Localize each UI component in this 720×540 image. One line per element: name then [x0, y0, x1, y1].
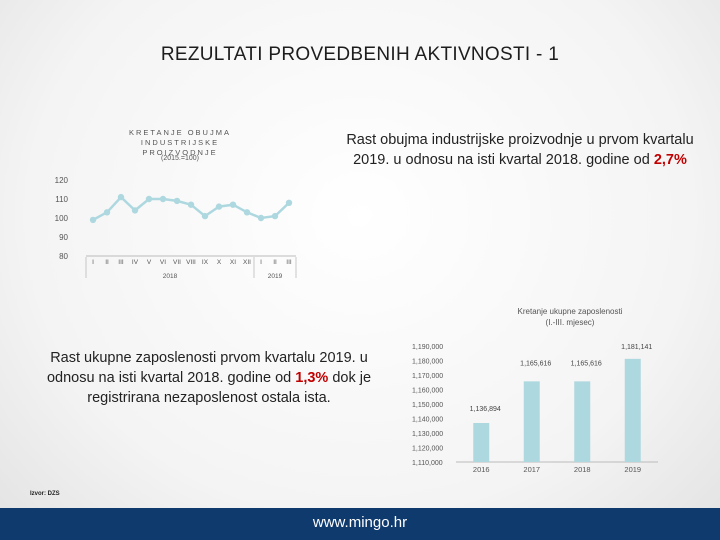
data-point: [285, 199, 293, 206]
x-tick-label: VII: [173, 259, 181, 266]
y-tick-label: 110: [55, 195, 68, 204]
bar: [624, 358, 641, 462]
footer-bar: www.mingo.hr: [0, 508, 720, 540]
data-point: [145, 195, 153, 203]
bar: [523, 381, 540, 462]
x-tick-label: V: [147, 259, 152, 266]
data-label: 1,136,894: [470, 406, 501, 413]
employment-text: Rast ukupne zaposlenosti prvom kvartalu …: [46, 350, 368, 386]
group-label: 2019: [268, 273, 283, 280]
data-point: [159, 195, 167, 203]
y-tick-label: 100: [55, 214, 69, 223]
source-note: Izvor: DZS: [30, 491, 60, 497]
data-point: [117, 193, 125, 201]
data-point: [89, 216, 97, 224]
industrial-production-chart: KRETANJE OBUJMA INDUSTRIJSKE PROIZVODNJE…: [50, 128, 310, 288]
y-tick-label: 1,190,000: [412, 344, 443, 351]
y-tick-label: 1,180,000: [412, 359, 443, 366]
data-label: 1,165,616: [520, 360, 551, 367]
employment-growth-value: 1,3%: [295, 370, 329, 386]
employment-growth-text: Rast ukupne zaposlenosti prvom kvartalu …: [28, 348, 390, 408]
x-tick-label: IX: [202, 259, 209, 266]
x-tick-label: 2016: [473, 465, 490, 474]
bar-chart-svg: 1,190,000 1,180,000 1,170,000 1,160,000 1,15…: [412, 344, 658, 474]
data-point: [173, 197, 181, 205]
chart-title: KRETANJE OBUJMA INDUSTRIJSKE PROIZVODNJE: [129, 128, 231, 157]
data-label: 1,181,141: [621, 344, 652, 351]
y-tick-label: 1,160,000: [412, 388, 443, 395]
y-tick-label: 120: [55, 176, 69, 185]
x-tick-label: I: [92, 259, 94, 266]
y-tick-label: 1,120,000: [412, 446, 443, 453]
x-tick-label: 2017: [523, 465, 540, 474]
x-tick-label: XII: [243, 259, 251, 266]
x-tick-label: I: [260, 259, 262, 266]
employment-text-end: dok je registrirana nezaposlenost ostala…: [87, 370, 372, 406]
bar: [574, 381, 591, 462]
data-point: [257, 214, 265, 222]
employment-chart: Kretanje ukupne zaposlenosti (I.-III. mje…: [400, 300, 700, 482]
y-tick-label: 80: [59, 252, 68, 261]
x-tick-label: X: [217, 259, 222, 266]
slide-title: REZULTATI PROVEDBENIH AKTIVNOSTI - 1: [160, 44, 560, 65]
x-tick-label: 2018: [574, 465, 591, 474]
production-text: Rast obujma industrijske proizvodnje u p…: [346, 132, 694, 168]
x-tick-label: III: [118, 259, 124, 266]
production-growth-value: 2,7%: [653, 152, 687, 168]
x-tick-label: II: [273, 259, 277, 266]
data-point: [201, 212, 209, 220]
x-tick-label: XI: [230, 259, 236, 266]
y-tick-label: 1,130,000: [412, 431, 443, 438]
y-tick-label: 1,170,000: [412, 373, 443, 380]
x-tick-label: III: [286, 259, 292, 266]
y-tick-label: 90: [59, 233, 68, 242]
data-point: [103, 209, 111, 216]
data-point: [215, 203, 223, 210]
footer-url[interactable]: www.mingo.hr: [312, 514, 408, 531]
chart-subtitle: (2015.=100): [161, 155, 199, 162]
group-label: 2018: [163, 273, 178, 280]
y-tick-label: 1,110,000: [412, 460, 443, 467]
y-tick-label: 1,150,000: [412, 402, 443, 409]
data-point: [243, 209, 251, 216]
data-point: [271, 212, 279, 220]
chart-title-line: Kretanje ukupne zaposlenosti: [517, 307, 623, 316]
production-growth-text: Rast obujma industrijske proizvodnje u p…: [340, 130, 700, 170]
bar: [473, 423, 490, 462]
x-tick-label: 2019: [624, 465, 641, 474]
data-point: [229, 201, 237, 208]
data-point: [187, 201, 195, 208]
chart-title: Kretanje ukupne zaposlenosti (I.-III. mje…: [470, 306, 670, 328]
x-tick-label: IV: [132, 259, 139, 266]
x-tick-label: VI: [160, 259, 166, 266]
y-tick-label: 1,140,000: [412, 417, 443, 424]
data-point: [131, 207, 139, 214]
chart-subtitle: (I.-III. mjesec): [545, 318, 595, 327]
data-label: 1,165,616: [571, 360, 602, 367]
x-tick-label: VIII: [186, 259, 196, 266]
x-tick-label: II: [105, 259, 109, 266]
